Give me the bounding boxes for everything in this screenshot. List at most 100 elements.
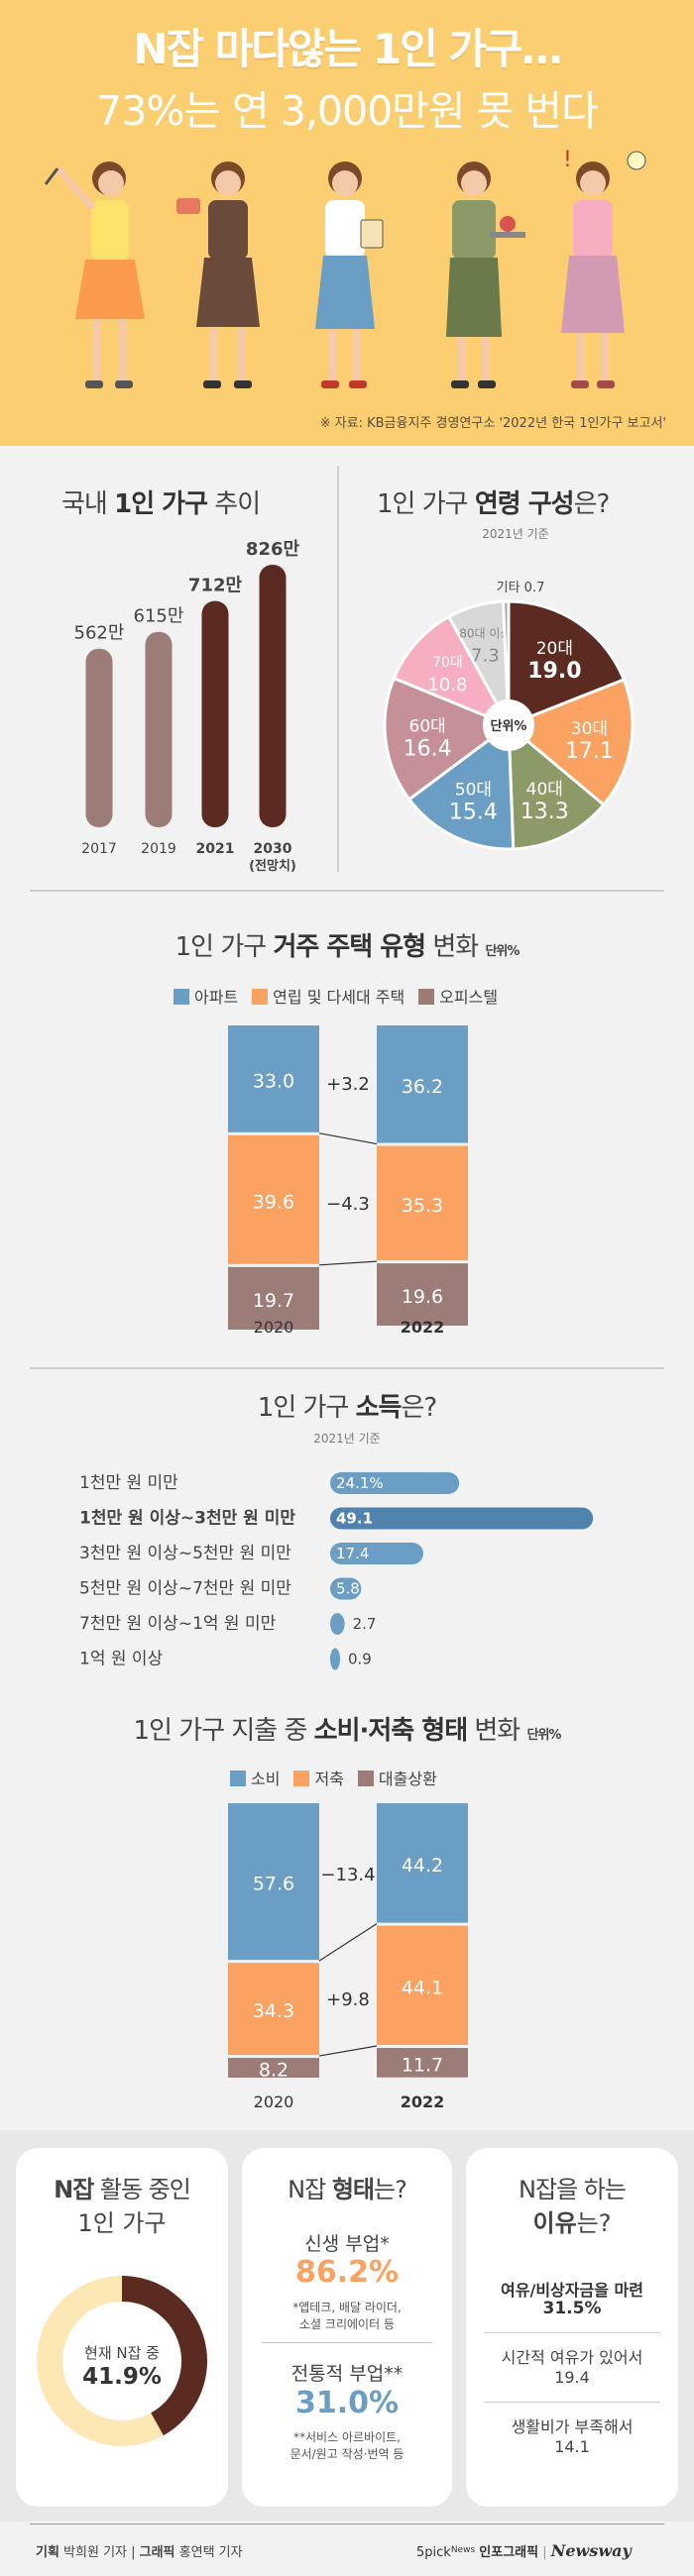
person-presenter-illustration [176,161,260,388]
card2-title: N잡 형태는? [288,2176,407,2203]
page-title: N잡 마다않는 1인 가구… [133,25,562,73]
reason2-label: 시간적 여유가 있어서 [501,2348,643,2367]
stack-category-label: 2022 [401,1318,445,1337]
type2-value: 31.0% [294,2386,400,2420]
stack-value-label: 34.3 [253,2000,294,2022]
stack-category-label: 2020 [254,2093,294,2111]
age-value-label: 10.8 [427,675,467,696]
card-njob-reasons: N잡을 하는 이유는? 여유/비상자금을 마련 31.5% 시간적 여유가 있어… [466,2148,678,2507]
age-slice-2 [507,721,606,851]
households-bar-chart: 562만 2017 615만 2019 712만 2021 826만 2030(전망치) [74,539,300,874]
age-category-label: 40대 [526,780,563,800]
type2-note1: **서비스 아르바이트, [293,2430,401,2444]
age-title: 1인 가구 연령 구성은? [377,489,610,519]
connector-line [318,1923,378,1962]
stack-segment [377,1263,468,1326]
stack-segment [228,1025,319,1132]
stack-value-label: 19.6 [402,1286,443,1308]
age-value-label: 15.4 [449,800,498,824]
household-value-label: 712만 [188,576,243,596]
donut-value-arc [121,2276,207,2436]
stack-segment [377,1925,468,2045]
change-label: +3.2 [326,1074,370,1095]
housing-legend: 아파트 연립 및 다세대 주택 오피스텔 [174,984,498,1008]
type2-label: 전통적 부업** [290,2363,404,2385]
household-bar-1 [145,631,173,827]
card1-title: N잡 활동 중인 [54,2176,191,2203]
age-slice-label: 기타 0.7 [497,581,545,595]
age-category-label: 80대 이상 [459,627,511,641]
legend-loan: 대출상환 [357,1766,437,1789]
age-category-label: 20대 [536,639,573,659]
income-category-label: 1천만 원 미만 [79,1473,178,1493]
stack-segment [228,2058,319,2078]
card-njob-type: N잡 형태는? 신생 부업* 86.2% *앱테크, 배달 라이더, 소셜 크리… [242,2148,452,2507]
card1-title-line2: 1인 가구 [77,2209,167,2237]
income-value-label: 5.8 [336,1580,360,1598]
source-note: ※ 자료: KB금융지주 경영연구소 '2022년 한국 1인가구 보고서' [319,416,666,431]
footer-line [30,2523,664,2524]
household-category-label: (전망치) [249,858,296,874]
reason3-label: 생활비가 부족해서 [511,2417,634,2436]
household-category-label: 2021 [196,841,235,857]
income-bar-1 [330,1507,594,1530]
income-title: 1인 가구 소득은? [257,1393,437,1423]
people-illustration: ! [44,148,646,388]
vertical-divider [337,466,339,872]
stack-segment [228,1963,319,2056]
age-unit-label: 단위% [491,718,527,734]
age-slice-7 [501,599,511,726]
age-slice-3 [406,722,516,851]
svg-text:!: ! [563,148,572,172]
legend-savings: 저축 [293,1766,344,1789]
type2-note2: 문서/원고 작성·번역 등 [289,2447,405,2461]
type1-value: 86.2% [294,2255,400,2290]
stack-value-label: 19.7 [253,1290,294,1312]
stack-value-label: 11.7 [402,2054,443,2076]
income-category-label: 1억 원 이상 [79,1650,164,1669]
stack-segment [377,1025,468,1143]
card3-title: N잡을 하는 [519,2176,627,2203]
njob-donut-chart [37,2276,207,2446]
age-category-label: 30대 [571,719,608,739]
legend-apartment: 아파트 [174,984,238,1008]
income-category-label: 3천만 원 이상~5천만 원 미만 [79,1544,291,1563]
page-subtitle: 73%는 연 3,000만원 못 번다 [96,87,599,135]
stack-segment [228,1134,319,1264]
spending-stacked-chart: 57.6 34.3 8.2 2020 44.2 44.1 11.7 2022 −13.4 +9.8 [228,1803,468,2111]
type1-label: 신생 부업* [304,2233,390,2255]
stack-category-label: 2022 [401,2093,445,2111]
age-category-label: 60대 [409,716,446,736]
stack-segment [228,1803,319,1961]
card3-divider-2 [484,2402,660,2403]
age-subtitle: 2021년 기준 [482,527,549,541]
connector-line [318,2045,378,2057]
age-pie-center [483,699,534,751]
stack-value-label: 39.6 [253,1191,294,1213]
income-value-label: 17.4 [336,1545,369,1562]
age-category-label: 70대 [432,655,463,671]
stack-value-label: 35.3 [402,1195,443,1217]
income-value-label: 49.1 [336,1510,373,1528]
housing-title: 1인 가구 거주 주택 유형 변화 단위% [174,932,520,962]
age-slice-1 [506,678,635,807]
brand: 5pickNews 인포그래픽 | Newsway [416,2541,632,2560]
income-bar-3 [330,1577,362,1600]
income-category-label: 1천만 원 이상~3천만 원 미만 [79,1509,295,1529]
household-category-label: 2030 [254,841,292,857]
stack-value-label: 33.0 [253,1070,294,1092]
spending-title: 1인 가구 지출 중 소비·저축 형태 변화 단위% [133,1716,562,1746]
age-slice-0 [507,599,627,728]
person-clipboard-illustration [315,161,384,388]
reason3-value: 14.1 [554,2437,590,2456]
legend-consumption: 소비 [230,1766,280,1789]
income-bar-2 [330,1543,423,1564]
household-category-label: 2019 [141,841,176,857]
income-value-label: 0.9 [348,1651,372,1668]
reason2-value: 19.4 [554,2368,590,2387]
stack-value-label: 44.1 [402,1977,443,1998]
stack-segment [228,1266,319,1330]
reason1-value: 31.5% [542,2299,602,2318]
stack-value-label: 44.2 [402,1855,443,1877]
